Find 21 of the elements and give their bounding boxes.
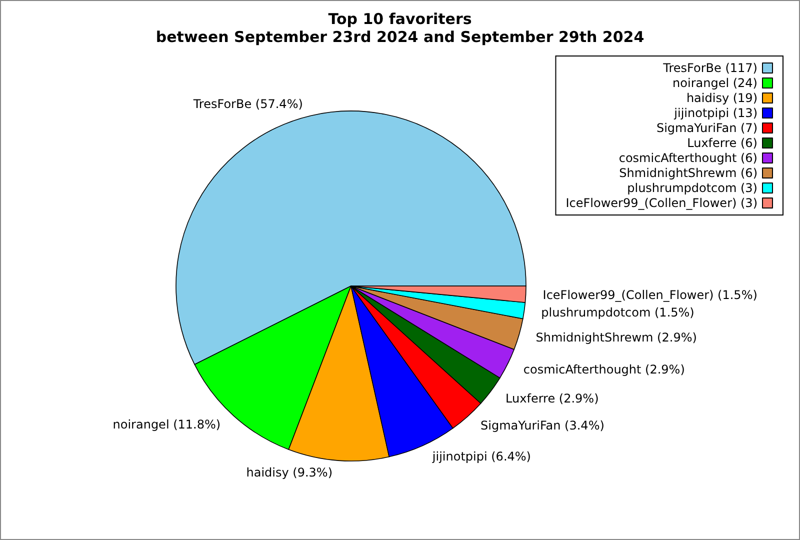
legend-label: ShmidnightShrewm (6)	[619, 166, 758, 180]
legend-label: noirangel (24)	[672, 76, 758, 90]
legend-label: TresForBe (117)	[662, 61, 758, 75]
data-label: TresForBe (57.4%)	[192, 97, 303, 112]
data-label: cosmicAfterthought (2.9%)	[523, 362, 685, 376]
legend-label: jijinotpipi (13)	[673, 106, 758, 120]
data-label: noirangel (11.8%)	[112, 418, 221, 432]
legend-label: Luxferre (6)	[687, 136, 758, 150]
legend-label: IceFlower99_(Collen_Flower) (3)	[566, 196, 758, 210]
legend-label: haidisy (19)	[686, 91, 758, 105]
legend-label: cosmicAfterthought (6)	[618, 151, 758, 165]
legend-label: plushrumpdotcom (3)	[627, 181, 758, 195]
chart-title: Top 10 favoriters between September 23rd 2024 and September 29th 2024	[156, 10, 644, 46]
data-label: IceFlower99_(Collen_Flower) (1.5%)	[542, 288, 758, 302]
data-label: ShmidnightShrewm (2.9%)	[536, 330, 697, 345]
data-label: jijinotpipi (6.4%)	[431, 450, 531, 464]
data-label: Luxferre (2.9%)	[506, 391, 599, 406]
legend-label: SigmaYuriFan (7)	[656, 121, 758, 135]
data-label: SigmaYuriFan (3.4%)	[480, 418, 604, 432]
data-label: haidisy (9.3%)	[246, 466, 332, 480]
data-label: plushrumpdotcom (1.5%)	[541, 305, 694, 320]
